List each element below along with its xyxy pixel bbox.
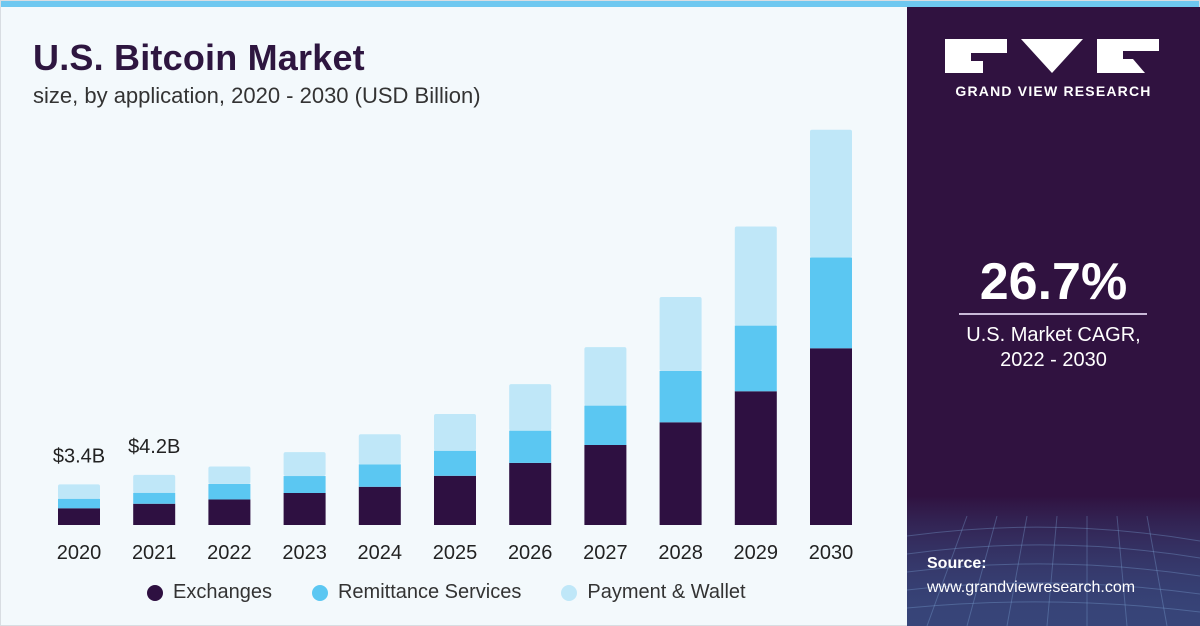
source-url: www.grandviewresearch.com xyxy=(927,579,1136,596)
bar-remittance-services-2020 xyxy=(58,498,100,509)
bar-remittance-services-2030 xyxy=(810,257,852,349)
decorative-grid xyxy=(907,496,1200,626)
x-tick-label-2024: 2024 xyxy=(358,542,403,564)
value-label-2021: $4.2B xyxy=(128,436,180,458)
legend-swatch-payment-wallet xyxy=(561,584,578,601)
divider xyxy=(959,313,1147,315)
bar-remittance-services-2028 xyxy=(659,370,702,423)
bar-payment-wallet-2025 xyxy=(434,413,476,451)
legend-label-payment-wallet: Payment & Wallet xyxy=(587,581,746,603)
bar-payment-wallet-2029 xyxy=(734,226,777,326)
bar-remittance-services-2029 xyxy=(734,325,777,392)
bar-remittance-services-2024 xyxy=(358,464,401,487)
x-tick-label-2021: 2021 xyxy=(132,542,177,564)
cagr-label: U.S. Market CAGR, 2022 - 2030 xyxy=(907,323,1200,373)
bar-payment-wallet-2021 xyxy=(133,474,176,493)
sidebar: GRAND VIEW RESEARCH 26.7% U.S. Market CA… xyxy=(907,7,1200,626)
source-label: Source: xyxy=(927,555,987,572)
x-tick-label-2025: 2025 xyxy=(433,542,478,564)
x-tick-label-2029: 2029 xyxy=(734,542,779,564)
x-tick-label-2026: 2026 xyxy=(508,542,553,564)
x-tick-label-2027: 2027 xyxy=(583,542,628,564)
bar-exchanges-2021 xyxy=(133,503,176,525)
cagr-label-line1: U.S. Market CAGR, xyxy=(966,324,1141,346)
bar-exchanges-2027 xyxy=(584,445,627,525)
x-tick-label-2028: 2028 xyxy=(658,542,703,564)
legend-item-payment-wallet: Payment & Wallet xyxy=(561,581,746,604)
bar-exchanges-2029 xyxy=(734,391,777,525)
bar-payment-wallet-2028 xyxy=(659,296,702,371)
bar-remittance-services-2026 xyxy=(509,430,552,463)
chart-panel: 2020 2021 2022 2023 2024 2025 2026 2027 2028 2029… xyxy=(1,7,907,625)
bar-remittance-services-2021 xyxy=(133,492,176,504)
bar-chart: 2020 2021 2022 2023 2024 2025 2026 2027 2028 2029… xyxy=(53,129,854,564)
chart-title: U.S. Bitcoin Market xyxy=(33,37,365,78)
bar-payment-wallet-2023 xyxy=(283,452,326,477)
bar-payment-wallet-2026 xyxy=(509,384,552,431)
legend-item-remittance-services: Remittance Services xyxy=(311,581,522,604)
bar-remittance-services-2025 xyxy=(434,450,476,476)
bar-exchanges-2020 xyxy=(58,508,100,525)
value-label-2020: $3.4B xyxy=(53,445,105,467)
legend-swatch-remittance-services xyxy=(311,584,328,601)
bar-remittance-services-2023 xyxy=(283,476,326,493)
bar-exchanges-2026 xyxy=(509,462,552,525)
bar-exchanges-2025 xyxy=(434,475,476,525)
legend-label-exchanges: Exchanges xyxy=(173,581,272,603)
gvr-logo-icon xyxy=(945,39,1159,73)
legend: Exchanges Remittance Services Payment & Wa… xyxy=(147,581,786,604)
bar-payment-wallet-2027 xyxy=(584,347,627,406)
bar-exchanges-2030 xyxy=(810,348,852,525)
bar-remittance-services-2027 xyxy=(584,405,627,445)
legend-swatch-exchanges xyxy=(147,584,163,601)
x-tick-label-2030: 2030 xyxy=(809,542,854,564)
bar-payment-wallet-2020 xyxy=(58,484,100,499)
bar-exchanges-2023 xyxy=(283,493,326,525)
x-tick-label-2022: 2022 xyxy=(207,542,252,564)
legend-item-exchanges: Exchanges xyxy=(147,581,272,604)
chart-subtitle: size, by application, 2020 - 2030 (USD B… xyxy=(33,83,481,108)
cagr-value: 26.7% xyxy=(979,253,1128,311)
bar-exchanges-2024 xyxy=(358,486,401,525)
legend-label-remittance-services: Remittance Services xyxy=(337,581,522,603)
logo-text: GRAND VIEW RESEARCH xyxy=(955,83,1152,99)
bar-payment-wallet-2030 xyxy=(810,129,852,258)
bar-remittance-services-2022 xyxy=(208,483,251,500)
top-accent-bar xyxy=(1,1,1199,7)
bar-payment-wallet-2022 xyxy=(208,466,251,484)
bar-exchanges-2028 xyxy=(659,422,702,525)
cagr-label-line2: 2022 - 2030 xyxy=(1000,349,1107,371)
x-tick-label-2020: 2020 xyxy=(57,542,102,564)
x-tick-label-2023: 2023 xyxy=(282,542,327,564)
bar-payment-wallet-2024 xyxy=(358,434,401,465)
bar-exchanges-2022 xyxy=(208,499,251,525)
